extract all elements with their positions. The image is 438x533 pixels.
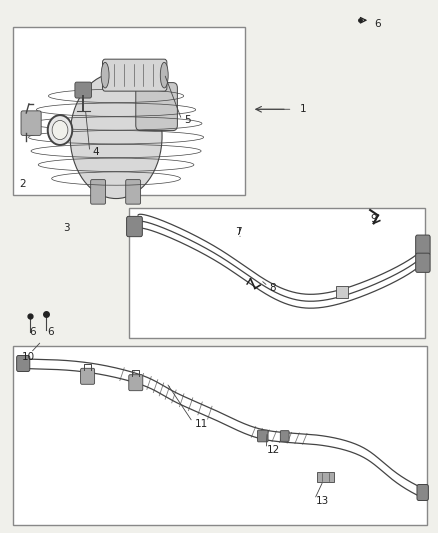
FancyBboxPatch shape [129,208,425,338]
FancyBboxPatch shape [258,430,268,442]
Text: 7: 7 [235,227,242,237]
FancyBboxPatch shape [102,59,167,91]
Text: 2: 2 [20,179,26,189]
FancyBboxPatch shape [336,286,348,298]
FancyBboxPatch shape [317,472,334,482]
Text: 3: 3 [64,223,70,232]
FancyBboxPatch shape [91,180,106,204]
Text: 12: 12 [267,446,280,455]
FancyBboxPatch shape [129,375,143,391]
Ellipse shape [101,62,109,88]
Ellipse shape [70,74,162,199]
Circle shape [52,120,68,140]
Text: 6: 6 [374,19,381,29]
Text: 5: 5 [184,115,191,125]
Circle shape [48,115,72,145]
Text: 6: 6 [29,327,36,336]
Text: 4: 4 [92,147,99,157]
FancyBboxPatch shape [416,253,430,272]
FancyBboxPatch shape [81,368,95,384]
Text: 8: 8 [269,283,276,293]
Ellipse shape [160,62,168,88]
FancyBboxPatch shape [13,346,427,525]
FancyBboxPatch shape [21,111,41,135]
FancyBboxPatch shape [127,216,142,237]
Text: 6: 6 [47,327,54,336]
FancyBboxPatch shape [75,82,92,98]
FancyBboxPatch shape [280,431,289,441]
FancyBboxPatch shape [417,484,428,500]
Text: 9: 9 [370,214,377,223]
FancyBboxPatch shape [13,27,245,195]
Text: 10: 10 [22,352,35,362]
Text: 11: 11 [195,419,208,429]
FancyBboxPatch shape [136,83,177,131]
FancyBboxPatch shape [416,235,430,255]
FancyBboxPatch shape [126,180,141,204]
Text: 1: 1 [300,104,307,114]
FancyBboxPatch shape [17,356,30,372]
Text: 13: 13 [315,496,328,506]
